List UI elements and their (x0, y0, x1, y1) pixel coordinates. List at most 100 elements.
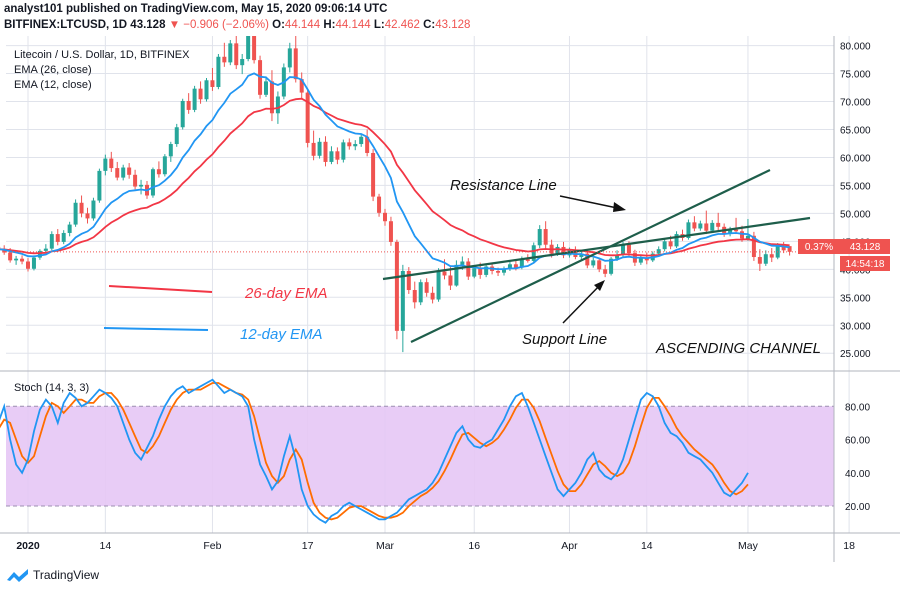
stoch-tick-label: 60.00 (845, 436, 870, 447)
support-arrowhead (594, 280, 605, 291)
price-tick-label: 60.000 (840, 153, 871, 164)
chart-header: analyst101 published on TradingView.com,… (0, 0, 900, 36)
chart-canvas[interactable]: Resistance Line Support Line ASCENDING C… (0, 36, 900, 562)
candle-body (79, 202, 84, 214)
candle-body (156, 169, 161, 175)
ema26-line (0, 97, 790, 257)
candle-body (73, 202, 78, 225)
ema-legend-lines (103, 285, 213, 331)
footer: TradingView (0, 562, 900, 589)
candle-body (603, 269, 608, 274)
candle-body (781, 246, 786, 251)
candle-body (745, 235, 750, 239)
candle-body (222, 56, 227, 63)
close-value: 43.128 (435, 19, 471, 31)
countdown-tag-bg (840, 256, 890, 271)
resistance-label: Resistance Line (450, 177, 557, 194)
stoch-tick-label: 40.00 (845, 469, 870, 480)
candle-body (740, 231, 744, 239)
support-arrow (562, 281, 604, 324)
candle-body (531, 245, 536, 261)
candle-body (353, 144, 358, 147)
candle-body (293, 48, 298, 80)
candle-body (67, 224, 72, 233)
candle-body (787, 246, 792, 252)
candle-body (2, 249, 7, 253)
stoch-axis[interactable]: 20.00 40.00 60.00 80.00 (845, 402, 870, 513)
candle-body (20, 258, 25, 262)
candle-body (466, 261, 471, 277)
candle-body (150, 169, 155, 196)
candle-body (61, 232, 66, 242)
upper-channel-line[interactable] (410, 169, 771, 343)
candle-body (615, 254, 620, 259)
resistance-arrowhead (613, 202, 626, 212)
candle-body (85, 213, 90, 219)
time-tick-label: May (738, 540, 759, 552)
pct-tag: 0.37% (805, 242, 833, 253)
candle-body (377, 196, 382, 213)
price-tick-label: 25.000 (840, 349, 871, 360)
candle-body (686, 222, 691, 238)
candle-body (621, 244, 625, 255)
candle-body (388, 221, 393, 242)
ema12-line (0, 72, 790, 271)
candle-body (763, 254, 768, 264)
candle-body (109, 158, 114, 169)
channel-lines (382, 169, 811, 343)
candle-body (597, 260, 602, 270)
candle-body (638, 258, 643, 263)
price-tick-label: 30.000 (840, 321, 871, 332)
candle-body (246, 36, 251, 60)
candle-body (168, 144, 173, 157)
support-label: Support Line (522, 331, 607, 348)
candle-body (287, 48, 292, 68)
time-tick-label: 2020 (16, 540, 40, 552)
high-value: 44.144 (335, 19, 371, 31)
candle-body (269, 81, 274, 114)
candle-body (299, 79, 304, 93)
candle-body (8, 252, 13, 261)
legend-title: Litecoin / U.S. Dollar, 1D, BITFINEX (14, 49, 190, 61)
last-price-tag: 43.128 (850, 242, 881, 253)
candle-body (210, 80, 215, 87)
candle-body (704, 223, 709, 231)
close-label: C: (423, 19, 436, 31)
symbol-label[interactable]: BITFINEX:LTCUSD, 1D (4, 19, 128, 31)
candle-body (139, 184, 144, 187)
channel-label: ASCENDING CHANNEL (655, 340, 821, 357)
tradingview-logo-icon[interactable] (6, 567, 30, 583)
candle-body (609, 258, 614, 274)
resistance-line[interactable] (382, 216, 811, 281)
candle-body (537, 229, 542, 246)
candle-body (555, 246, 560, 254)
candle-body (525, 259, 530, 261)
candle-body (710, 222, 715, 231)
candle-body (751, 235, 756, 258)
price-tick-label: 55.000 (840, 181, 871, 192)
stoch-lines (0, 378, 834, 524)
candle-body (496, 271, 501, 273)
candle-body (406, 271, 411, 291)
candle-body (478, 268, 483, 275)
open-value: 44.144 (284, 19, 321, 31)
candle-body (626, 244, 631, 254)
candle-body (317, 141, 322, 156)
price-change: ▼ −0.906 (−2.06%) (168, 19, 269, 31)
stoch-band (6, 406, 834, 507)
candle-body (412, 290, 417, 303)
candle-body (674, 234, 679, 247)
stoch-tick-label: 80.00 (845, 402, 870, 413)
candle-body (359, 136, 364, 145)
tradingview-brand[interactable]: TradingView (33, 568, 100, 582)
time-axis[interactable]: 2020 14 Feb 17 Mar 16 Apr 14 May 18 (16, 540, 855, 552)
stoch-d-line (0, 382, 749, 521)
legend-stoch: Stoch (14, 3, 3) (14, 382, 89, 394)
candle-body (502, 268, 506, 273)
candle-body (430, 292, 435, 300)
price-tick-label: 35.000 (840, 293, 871, 304)
time-tick-label: 14 (100, 540, 112, 552)
time-tick-label: 14 (641, 540, 653, 552)
candle-body (228, 43, 233, 63)
open-label: O: (272, 19, 285, 31)
